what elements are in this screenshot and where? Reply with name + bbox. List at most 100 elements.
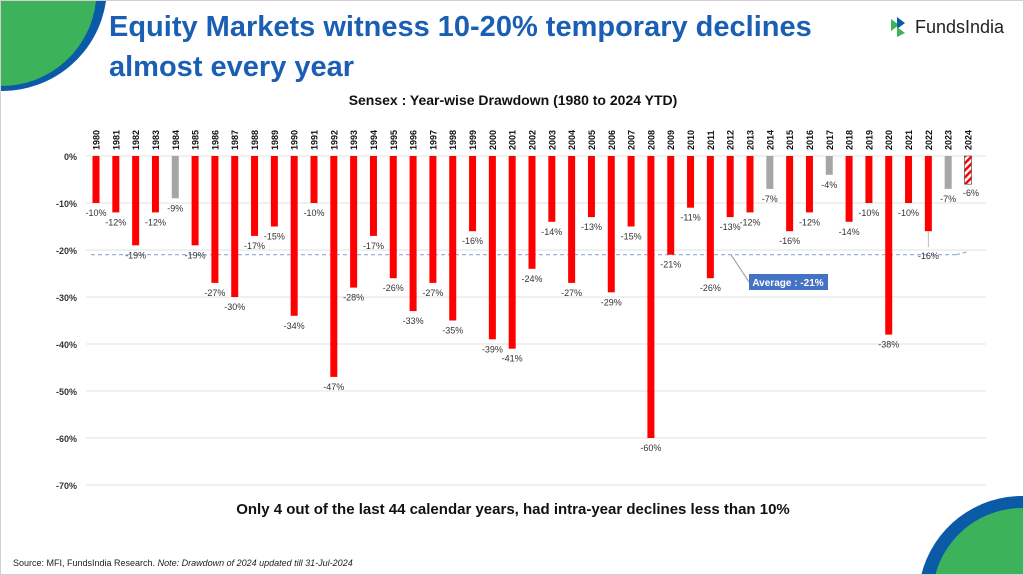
x-tick-label: 1986 xyxy=(210,130,220,150)
y-tick-label: -30% xyxy=(56,293,77,303)
bar-2009 xyxy=(667,156,675,255)
y-tick-label: -50% xyxy=(56,387,77,397)
bar-1987 xyxy=(231,156,239,297)
bar-2007 xyxy=(627,156,635,227)
bar-1999 xyxy=(469,156,477,232)
data-label-2018: -14% xyxy=(839,227,860,237)
x-tick-label: 2019 xyxy=(864,130,874,150)
data-label-2002: -24% xyxy=(521,274,542,284)
data-label-2013: -12% xyxy=(739,217,760,227)
bar-1980 xyxy=(92,156,100,203)
bar-2023 xyxy=(944,156,952,189)
x-tick-label: 1998 xyxy=(448,130,458,150)
x-tick-label: 1992 xyxy=(329,130,339,150)
bar-2012 xyxy=(726,156,734,218)
x-tick-label: 1984 xyxy=(171,130,181,150)
data-label-2005: -13% xyxy=(581,222,602,232)
bar-2024 xyxy=(964,155,972,185)
x-tick-label: 2020 xyxy=(884,130,894,150)
data-label-1998: -35% xyxy=(442,326,463,336)
page-title: Equity Markets witness 10-20% temporary … xyxy=(109,7,812,87)
bar-2006 xyxy=(607,156,615,293)
bar-1993 xyxy=(350,156,358,288)
y-tick-label: -10% xyxy=(56,199,77,209)
x-tick-label: 2011 xyxy=(706,130,716,150)
data-label-2006: -29% xyxy=(601,297,622,307)
data-label-2010: -11% xyxy=(680,213,700,223)
bar-1982 xyxy=(132,156,140,246)
bar-2005 xyxy=(587,156,595,218)
drawdown-chart: 0% -10% -20% -30% -40% -50% -60% -70% Average : … xyxy=(56,130,986,491)
data-label-2008: -60% xyxy=(640,443,661,453)
bar-2022 xyxy=(924,156,932,232)
average-label: Average : -21% xyxy=(752,278,823,289)
logo: FundsIndia xyxy=(889,15,1004,39)
x-tick-label: 2008 xyxy=(646,130,656,150)
bar-1981 xyxy=(112,156,120,213)
x-tick-label: 2023 xyxy=(944,130,954,150)
y-tick-label: -20% xyxy=(56,246,77,256)
data-label-1999: -16% xyxy=(462,236,483,246)
bar-1990 xyxy=(290,156,298,316)
bar-1986 xyxy=(211,156,219,283)
x-tick-label: 1997 xyxy=(428,130,438,150)
bar-1988 xyxy=(251,156,259,236)
data-label-2017: -4% xyxy=(821,180,837,190)
logo-text: FundsIndia xyxy=(915,16,1005,37)
x-tick-label: 2021 xyxy=(904,130,914,150)
x-tick-label: 1995 xyxy=(389,130,399,150)
bar-1984 xyxy=(171,156,179,199)
x-tick-label: 1993 xyxy=(349,130,359,150)
data-label-2003: -14% xyxy=(541,227,562,237)
fundsindia-logo-icon xyxy=(891,17,905,37)
bar-1992 xyxy=(330,156,338,377)
bar-2004 xyxy=(568,156,576,283)
x-tick-label: 2022 xyxy=(924,130,934,150)
x-tick-label: 2018 xyxy=(845,130,855,150)
x-tick-label: 2016 xyxy=(805,130,815,150)
bar-2021 xyxy=(905,156,913,203)
data-label-2023: -7% xyxy=(940,194,956,204)
data-label-2022: -16% xyxy=(918,251,939,261)
x-tick-label: 1980 xyxy=(92,130,102,150)
x-tick-label: 2014 xyxy=(765,130,775,150)
bar-2003 xyxy=(548,156,556,222)
data-label-1982: -19% xyxy=(125,250,146,260)
bar-2002 xyxy=(528,156,536,269)
bar-2001 xyxy=(508,156,516,349)
x-tick-label: 2015 xyxy=(785,130,795,150)
average-line-tail xyxy=(955,251,969,256)
data-label-1990: -34% xyxy=(284,321,305,331)
x-tick-label: 1991 xyxy=(310,130,320,150)
x-tick-label: 2017 xyxy=(825,130,835,150)
x-tick-label: 1985 xyxy=(191,130,201,150)
y-tick-label: -70% xyxy=(56,481,77,491)
data-label-1993: -28% xyxy=(343,293,364,303)
x-tick-label: 2003 xyxy=(547,130,557,150)
corner-decoration-bottom-right xyxy=(921,496,1023,574)
title-line-1: Equity Markets witness 10-20% temporary … xyxy=(109,11,812,43)
bar-2017 xyxy=(825,156,833,175)
bar-2014 xyxy=(766,156,774,189)
data-label-1985: -19% xyxy=(185,250,206,260)
x-tick-label: 2012 xyxy=(726,130,736,150)
source-text: Source: MFI, FundsIndia Research. xyxy=(13,558,156,568)
data-label-2012: -13% xyxy=(720,222,741,232)
bar-1997 xyxy=(429,156,437,283)
data-label-1987: -30% xyxy=(224,302,245,312)
x-tick-label: 1990 xyxy=(290,130,300,150)
bar-2011 xyxy=(706,156,714,279)
data-label-1995: -26% xyxy=(383,283,404,293)
y-tick-label: 0% xyxy=(64,152,77,162)
data-label-1980: -10% xyxy=(85,208,106,218)
data-label-2024: -6% xyxy=(963,188,979,198)
bar-1983 xyxy=(151,156,159,213)
data-label-2020: -38% xyxy=(878,340,899,350)
x-tick-label: 2009 xyxy=(666,130,676,150)
data-label-2004: -27% xyxy=(561,288,582,298)
data-label-1997: -27% xyxy=(422,288,443,298)
bar-2016 xyxy=(805,156,813,213)
x-tick-label: 1989 xyxy=(270,130,280,150)
title-line-2: almost every year xyxy=(109,51,355,83)
